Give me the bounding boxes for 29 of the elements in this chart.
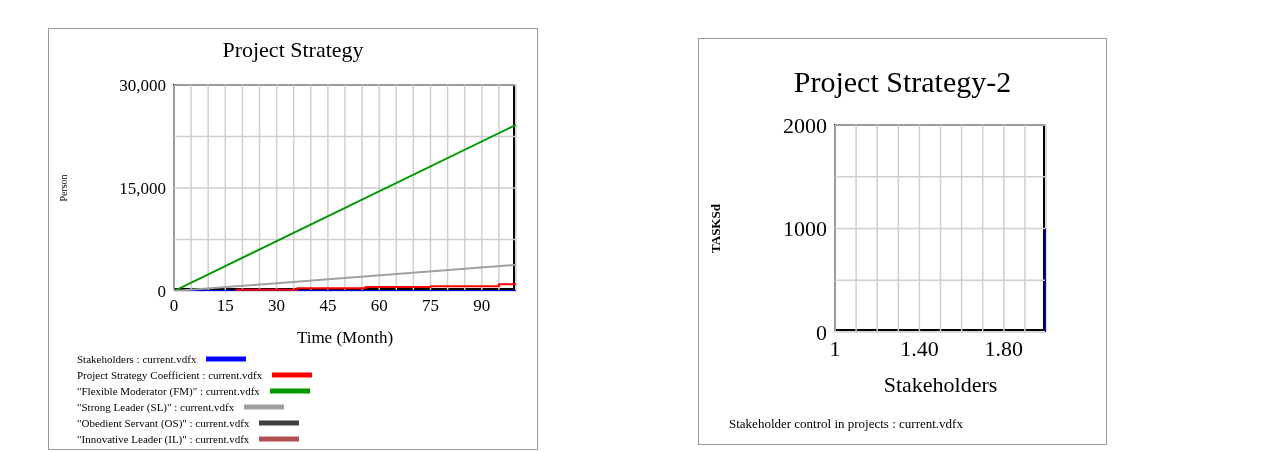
y-tick-label: 0 — [157, 282, 166, 302]
x-axis-title: Stakeholders — [883, 372, 998, 397]
legend-label: Stakeholders : current.vdfx — [77, 353, 197, 365]
x-tick-label: 45 — [319, 296, 337, 316]
x-tick-label: 1 — [829, 335, 841, 361]
text: Stakeholder control in projects : current.vdfx — [729, 415, 963, 433]
y-axis-title: TASKSd — [708, 203, 723, 253]
legend-label: "Flexible Moderator (FM)" : current.vdfx — [77, 385, 260, 397]
y-tick-label: 0 — [816, 319, 827, 345]
x-tick-label: 75 — [422, 296, 439, 316]
y-tick-label: 30,000 — [119, 76, 166, 96]
x-tick-label: 1.80 — [984, 335, 1024, 361]
y-tick-label: 1000 — [783, 216, 827, 242]
x-tick-label: 15 — [216, 296, 234, 316]
chart-title: Project Strategy — [221, 37, 365, 63]
legend-label: "Innovative Leader (IL)" : current.vdfx — [77, 433, 250, 445]
legend-label: "Obedient Servant (OS)" : current.vdfx — [77, 417, 250, 429]
chart-title: Project Strategy-2 — [792, 65, 1013, 99]
y-tick-label: 2000 — [783, 112, 827, 138]
x-tick-label: 30 — [268, 296, 286, 316]
legend-label: Project Strategy Coefficient : current.vdfx — [77, 369, 263, 381]
x-tick-label: 90 — [473, 296, 491, 316]
y-tick-label: 15,000 — [119, 179, 166, 199]
y-axis-title: Person — [58, 174, 69, 202]
x-tick-label: 1.40 — [900, 335, 939, 361]
x-tick-label: 0 — [169, 296, 179, 316]
x-axis-title: Time (Month) — [296, 328, 394, 347]
legend-label: "Strong Leader (SL)" : current.vdfx — [77, 401, 235, 413]
x-tick-label: 60 — [370, 296, 388, 316]
